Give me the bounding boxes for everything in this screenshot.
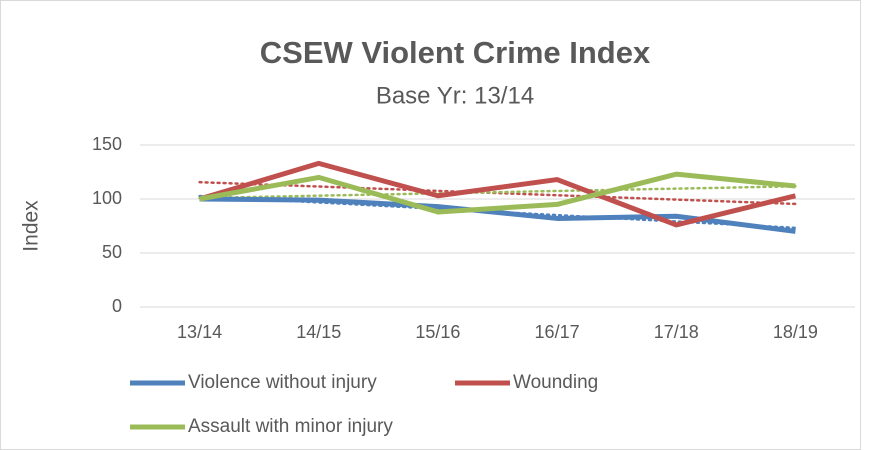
y-tick-label: 100	[92, 188, 122, 208]
y-tick-label: 150	[92, 134, 122, 154]
y-tick-label: 0	[112, 296, 122, 316]
legend-label: Violence without injury	[188, 372, 377, 393]
chart-subtitle: Base Yr: 13/14	[376, 82, 534, 109]
y-axis-label: Index	[20, 200, 43, 252]
x-tick-label: 16/17	[535, 322, 580, 342]
series-line	[199, 171, 796, 215]
legend-label: Assault with minor injury	[188, 416, 393, 437]
x-tick-label: 18/19	[773, 322, 818, 342]
x-tick-label: 14/15	[296, 322, 341, 342]
trendline	[198, 180, 797, 206]
y-tick-label: 50	[102, 242, 122, 262]
series-line	[198, 160, 797, 228]
legend-label: Wounding	[513, 372, 598, 393]
x-tick-label: 17/18	[654, 322, 699, 342]
chart-title: CSEW Violent Crime Index	[260, 35, 651, 70]
x-tick-label: 13/14	[177, 322, 222, 342]
x-tick-label: 15/16	[415, 322, 460, 342]
